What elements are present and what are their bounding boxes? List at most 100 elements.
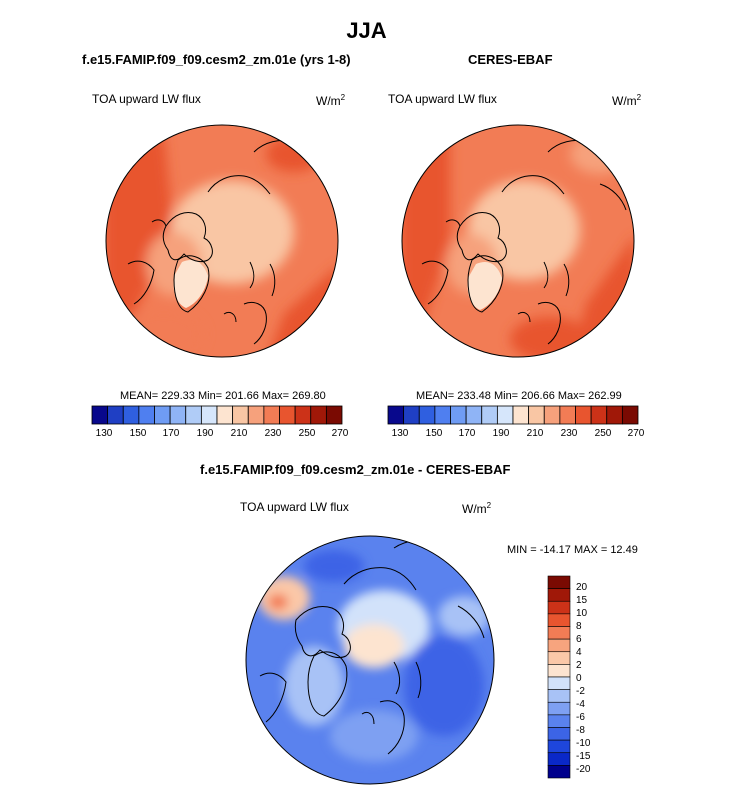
map-2 (401, 124, 635, 358)
colorbar-3-cells (547, 575, 571, 779)
colorbar-3-cell (547, 739, 571, 754)
colorbar-2-label: 170 (459, 428, 476, 439)
colorbar-2-cell (512, 405, 530, 425)
colorbar-3-label: 15 (576, 595, 588, 606)
colorbar-3-label: 20 (576, 582, 588, 593)
map-1-greenland-ice (173, 259, 208, 308)
colorbar-3-cell (547, 701, 571, 716)
colorbar-2-cell (575, 405, 592, 425)
colorbar-3-label: -8 (576, 725, 585, 736)
colorbar-3-label: -4 (576, 699, 585, 710)
colorbar-1-label: 150 (130, 428, 147, 439)
diff-panel-title: f.e15.FAMIP.f09_f09.cesm2_zm.01e - CERES… (200, 462, 511, 477)
colorbar-1-cells (91, 405, 343, 425)
colorbar-1-label: 130 (96, 428, 113, 439)
colorbar-2-cell (606, 405, 623, 425)
colorbar-1-label: 190 (197, 428, 214, 439)
colorbar-2-cell (481, 405, 498, 425)
panel-1-units-exponent: 2 (340, 93, 346, 102)
colorbar-1-cell (263, 405, 280, 425)
figure-title: JJA (346, 18, 387, 43)
colorbar-2-cell (434, 405, 451, 425)
colorbar-3-cell (547, 613, 571, 627)
colorbar-2-cells (387, 405, 639, 425)
map-2-border (401, 124, 635, 358)
panel-1-title: f.e15.FAMIP.f09_f09.cesm2_zm.01e (yrs 1-… (82, 52, 351, 67)
colorbar-1-cell (247, 405, 265, 425)
colorbar-3-cell (547, 689, 571, 703)
map-2-coastlines (421, 139, 627, 345)
diff-panel-units: W/m2 (462, 501, 491, 516)
colorbar-1-cell (294, 405, 312, 425)
colorbar-3-label: 4 (576, 647, 582, 658)
colorbar-1-cell (200, 405, 218, 425)
colorbar-2-label: 190 (493, 428, 510, 439)
colorbar-3-label: -20 (576, 764, 591, 775)
colorbar-3-cell (547, 651, 571, 665)
colorbar-1-cell (310, 405, 327, 425)
colorbar-2-cell (528, 405, 545, 425)
panel-1-units-base: W/m (316, 94, 341, 108)
diff-panel-units-base: W/m (462, 502, 487, 516)
colorbar-1-cell (122, 405, 140, 425)
colorbar-3-cell (547, 588, 571, 602)
colorbar-2-cell (590, 405, 608, 425)
diff-panel-stats: MIN = -14.17 MAX = 12.49 (507, 544, 638, 556)
colorbar-1-cell (232, 405, 249, 425)
colorbar-3-label: 6 (576, 634, 582, 645)
colorbar-3-label: 10 (576, 608, 588, 619)
colorbar-1-cell (138, 405, 155, 425)
colorbar-1-cell (185, 405, 202, 425)
map-1 (105, 124, 339, 358)
colorbar-3-label: -2 (576, 686, 585, 697)
colorbar-2-cell (621, 405, 639, 425)
colorbar-1-cell (107, 405, 124, 425)
colorbar-2-labels: 130 150 170 190 210 230 250 270 (392, 428, 645, 439)
colorbar-1-label: 210 (231, 428, 248, 439)
colorbar-1-label: 270 (332, 428, 349, 439)
map-3-field-patches (258, 550, 490, 762)
panel-2-units-exponent: 2 (636, 93, 642, 102)
colorbar-3-cell (547, 638, 571, 653)
colorbar-1-cell (91, 405, 109, 425)
map-1-border (105, 124, 339, 358)
map-3 (245, 535, 495, 785)
colorbar-2-cell (418, 405, 436, 425)
colorbar-2-cell (559, 405, 576, 425)
diff-panel-variable-label: TOA upward LW flux (240, 500, 349, 514)
colorbar-2: 130 150 170 190 210 230 250 270 (387, 405, 645, 439)
colorbar-3-label: -6 (576, 712, 585, 723)
colorbar-1-cell (169, 405, 187, 425)
diff-panel-units-exponent: 2 (486, 501, 492, 510)
panel-2-title: CERES-EBAF (468, 52, 553, 67)
colorbar-2-label: 130 (392, 428, 409, 439)
colorbar-3-cell (547, 664, 571, 678)
colorbar-3-cell (547, 626, 571, 640)
panel-2-units: W/m2 (612, 93, 641, 108)
colorbar-2-label: 210 (527, 428, 544, 439)
colorbar-3-cell (547, 727, 571, 741)
colorbar-1-cell (154, 405, 171, 425)
panel-2-units-base: W/m (612, 94, 637, 108)
colorbar-2-label: 250 (595, 428, 612, 439)
colorbar-1-labels: 130 150 170 190 210 230 250 270 (96, 428, 349, 439)
panel-1-stats: MEAN= 229.33 Min= 201.66 Max= 269.80 (120, 390, 326, 402)
panel-2-stats: MEAN= 233.48 Min= 206.66 Max= 262.99 (416, 390, 622, 402)
colorbar-3-cell (547, 600, 571, 615)
colorbar-1-label: 250 (299, 428, 316, 439)
panel-1-variable-label: TOA upward LW flux (92, 92, 201, 106)
map-2-greenland-ice (467, 261, 502, 310)
colorbar-3-cell (547, 752, 571, 766)
colorbar-3-label: -15 (576, 751, 591, 762)
colorbar-3-cell (547, 676, 571, 690)
colorbar-3-label: 8 (576, 621, 582, 632)
colorbar-1-label: 230 (265, 428, 282, 439)
colorbar-1-cell (216, 405, 234, 425)
colorbar-1-cell (279, 405, 296, 425)
colorbar-3: 20 15 10 8 6 4 2 0 -2 -4 -6 -8 -10 -15 -… (547, 575, 591, 779)
colorbar-3-cell (547, 765, 571, 779)
colorbar-2-cell (465, 405, 483, 425)
panel-1-units: W/m2 (316, 93, 345, 108)
colorbar-2-cell (387, 405, 405, 425)
colorbar-2-label: 230 (561, 428, 578, 439)
